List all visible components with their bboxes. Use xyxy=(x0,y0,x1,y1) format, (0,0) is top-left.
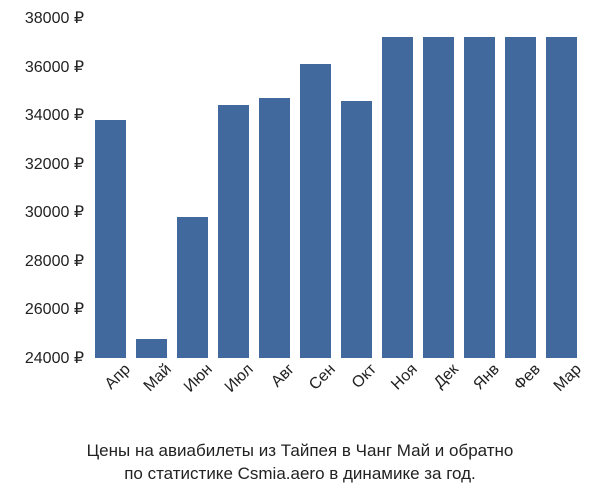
x-tick-label: Авг xyxy=(249,358,298,407)
x-tick-label: Июл xyxy=(208,358,257,407)
y-tick-label: 24000 ₽ xyxy=(25,348,90,368)
x-tick-label: Ноя xyxy=(372,358,421,407)
bar xyxy=(505,37,537,358)
bar xyxy=(259,98,291,358)
x-tick-label: Апр xyxy=(85,358,134,407)
y-tick-label: 28000 ₽ xyxy=(25,251,90,271)
caption-line-1: Цены на авиабилеты из Тайпея в Чанг Май … xyxy=(87,441,514,460)
y-tick-label: 38000 ₽ xyxy=(25,8,90,28)
x-tick-label: Фев xyxy=(495,358,544,407)
x-tick-label: Дек xyxy=(413,358,462,407)
x-tick-label: Янв xyxy=(454,358,503,407)
bar xyxy=(95,120,127,358)
price-chart: 24000 ₽ 26000 ₽ 28000 ₽ 30000 ₽ 32000 ₽ 34000… xyxy=(0,0,600,500)
y-tick-label: 36000 ₽ xyxy=(25,57,90,77)
bar xyxy=(177,217,209,358)
x-tick-label: Мар xyxy=(536,358,585,407)
x-tick-label: Июн xyxy=(167,358,216,407)
x-tick-label: Окт xyxy=(331,358,380,407)
bar xyxy=(218,105,250,358)
bar xyxy=(423,37,455,358)
y-tick-label: 26000 ₽ xyxy=(25,299,90,319)
y-tick-label: 34000 ₽ xyxy=(25,105,90,125)
bar xyxy=(341,101,373,358)
plot-area: 24000 ₽26000 ₽28000 ₽30000 ₽32000 ₽34000… xyxy=(90,18,582,358)
bar xyxy=(546,37,578,358)
bar xyxy=(300,64,332,358)
bar xyxy=(136,339,168,358)
y-tick-label: 30000 ₽ xyxy=(25,202,90,222)
y-tick-label: 32000 ₽ xyxy=(25,154,90,174)
bar xyxy=(464,37,496,358)
x-tick-label: Май xyxy=(126,358,175,407)
bar xyxy=(382,37,414,358)
x-tick-label: Сен xyxy=(290,358,339,407)
chart-caption: Цены на авиабилеты из Тайпея в Чанг Май … xyxy=(0,440,600,486)
caption-line-2: по статистике Csmia.aero в динамике за г… xyxy=(124,464,476,483)
